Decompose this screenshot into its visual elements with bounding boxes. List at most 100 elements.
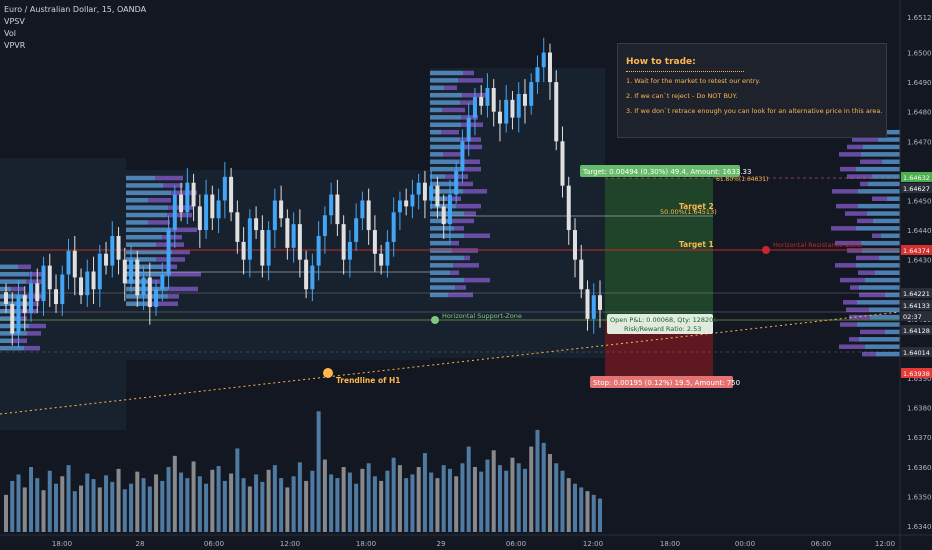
- volume-bars: [4, 411, 602, 532]
- indicator-vpsv[interactable]: VPSV: [4, 17, 25, 26]
- volume-bar: [97, 487, 102, 532]
- volume-bar: [260, 481, 265, 532]
- profile-bar-sell: [454, 226, 464, 231]
- profile-bar-sell: [171, 190, 197, 196]
- profile-bar-buy: [862, 248, 900, 253]
- profile-bar-sell: [30, 301, 39, 307]
- candle-body: [404, 200, 409, 207]
- volume-bar: [479, 471, 484, 532]
- profile-bar-sell: [162, 234, 182, 240]
- candle-body: [529, 82, 534, 106]
- profile-bar-buy: [430, 85, 444, 91]
- candle-body: [10, 304, 15, 334]
- profile-bar-sell: [847, 174, 872, 179]
- profile-bar-sell: [464, 255, 470, 261]
- candle-body: [191, 182, 196, 207]
- volume-bar: [160, 480, 165, 532]
- volume-bar: [241, 478, 246, 532]
- profile-bar-buy: [430, 129, 441, 135]
- profile-bar-sell: [850, 285, 859, 290]
- y-tick-label: 1.65000: [907, 50, 932, 58]
- profile-bar-buy: [430, 226, 454, 231]
- volume-bar: [210, 469, 215, 532]
- candle-body: [60, 274, 65, 305]
- x-tick-label: 18:00: [356, 540, 376, 548]
- candle-body: [541, 52, 546, 68]
- y-tick-label: 1.63600: [907, 464, 932, 472]
- candle-body: [154, 289, 159, 308]
- price-tag-bg: [901, 245, 932, 255]
- profile-bar-buy: [430, 255, 464, 261]
- profile-bar-buy: [857, 322, 900, 327]
- volume-bar: [435, 478, 440, 532]
- profile-bar-sell: [449, 218, 474, 224]
- candle-body: [435, 185, 440, 207]
- profile-bar-sell: [845, 211, 867, 216]
- y-tick-label: 1.64500: [907, 197, 932, 205]
- candle-body: [104, 253, 109, 266]
- profile-bar-buy: [430, 277, 464, 283]
- profile-bar-buy: [867, 211, 900, 216]
- profile-bar-buy: [126, 286, 168, 292]
- profile-bar-sell: [148, 279, 160, 284]
- indicator-vol[interactable]: Vol: [4, 29, 16, 38]
- profile-bar-buy: [430, 218, 449, 224]
- profile-bar-buy: [126, 175, 155, 181]
- candle-body: [47, 265, 52, 290]
- indicator-vpvr[interactable]: VPVR: [4, 41, 26, 50]
- candle-body: [54, 289, 59, 305]
- profile-bar-buy: [858, 189, 900, 194]
- profile-bar-sell: [457, 181, 473, 187]
- volume-bar: [379, 480, 384, 532]
- y-tick-label: 1.63500: [907, 493, 932, 501]
- candle-body: [141, 277, 146, 296]
- profile-bar-sell: [148, 197, 171, 203]
- y-tick-label: 1.64300: [907, 257, 932, 265]
- candle-body: [566, 185, 571, 231]
- profile-bar-sell: [840, 322, 857, 327]
- candle-body: [560, 141, 565, 186]
- candle-body: [479, 96, 484, 106]
- volume-bar: [579, 487, 584, 532]
- volume-bar: [297, 462, 302, 532]
- how-to-trade-note: How to trade: 1. Wait for the market to …: [617, 43, 887, 138]
- profile-bar-sell: [872, 196, 887, 201]
- candle-body: [216, 200, 221, 219]
- profile-bar-buy: [875, 270, 900, 275]
- profile-bar-buy: [870, 314, 900, 320]
- stop-tag-text: Stop: 0.00195 (0.12%) 19.5, Amount: 750: [593, 379, 740, 387]
- volume-bar: [372, 476, 377, 532]
- profile-bar-sell: [464, 277, 490, 283]
- volume-bar: [485, 459, 490, 532]
- profile-bar-sell: [860, 181, 868, 187]
- profile-bar-sell: [835, 263, 856, 268]
- candle-body: [591, 295, 596, 319]
- profile-bar-buy: [859, 337, 900, 342]
- profile-bar-buy: [430, 107, 442, 113]
- profile-bar-buy: [126, 227, 171, 233]
- candle-body: [35, 283, 40, 302]
- x-axis[interactable]: 18:00 28 06:00 12:00 18:00 29 06:00 12:00 18:00 0…: [52, 540, 895, 548]
- open-tag: [607, 314, 713, 334]
- support-marker: [431, 316, 439, 324]
- y-axis[interactable]: 1.65120 1.65000 1.64900 1.64800 1.64700 1.645…: [907, 14, 932, 531]
- volume-bar: [454, 476, 459, 532]
- candle-body: [441, 206, 446, 225]
- candle-body: [466, 117, 471, 142]
- profile-bar-sell: [846, 307, 869, 312]
- fib50-label: 50.00%(1.64513): [660, 208, 717, 216]
- candle-body: [147, 277, 152, 308]
- volume-bar: [360, 468, 365, 532]
- candle-body: [166, 230, 171, 275]
- x-tick-label: 06:00: [506, 540, 526, 548]
- profile-bar-sell: [171, 227, 197, 233]
- profile-bar-sell: [11, 286, 24, 292]
- price-tag-label: 1.64627: [903, 185, 930, 193]
- volume-bar: [472, 467, 477, 532]
- candle-body: [204, 194, 209, 231]
- volume-bar: [4, 494, 8, 532]
- candle-body: [510, 99, 515, 118]
- target-zone: [605, 178, 713, 320]
- note-line-2: 2. If we can`t reject - Do NOT BUY.: [626, 92, 738, 100]
